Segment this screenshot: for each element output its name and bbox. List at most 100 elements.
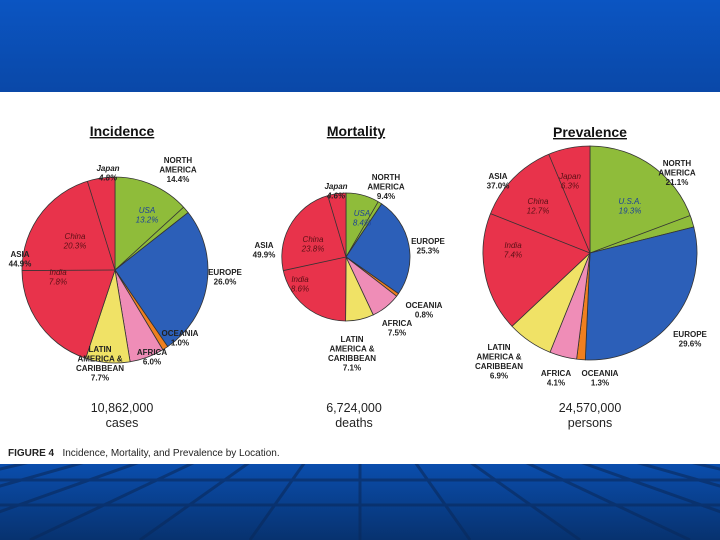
china-divider [490, 213, 591, 254]
chart-title: Mortality [327, 123, 386, 139]
label-line: AMERICA & [476, 353, 521, 362]
label-jp: Japan 6.3% [558, 172, 581, 191]
label-line: LATIN [341, 335, 364, 344]
label-line: AMERICA [658, 169, 696, 178]
label-line: 8.4% [353, 219, 371, 228]
floor-line [0, 460, 141, 514]
label-line: OCEANIA [406, 301, 443, 310]
label-line: 14.4% [167, 175, 190, 184]
chart-title: Incidence [90, 123, 155, 139]
label-line: 44.9% [9, 260, 32, 269]
label-la: LATIN AMERICA & CARIBBEAN 7.1% [328, 335, 376, 373]
label-af: AFRICA 4.1% [541, 369, 571, 388]
label-line: LATIN [89, 345, 112, 354]
label-line: CARIBBEAN [475, 362, 523, 371]
label-line: NORTH [663, 159, 692, 168]
label-cn: China 20.3% [63, 232, 87, 251]
floor-line [413, 461, 472, 540]
total-value: 6,724,000 [326, 401, 382, 415]
label-us: USA 8.4% [353, 209, 371, 228]
label-oc: OCEANIA 0.8% [406, 301, 443, 320]
japan-divider [548, 154, 591, 254]
floor-line [29, 460, 196, 540]
figure-caption: FIGURE 4 Incidence, Mortality, and Preva… [8, 448, 280, 459]
pie-slice-north-america [589, 145, 695, 254]
floor-line [0, 460, 86, 488]
label-jp: Japan 4.8% [96, 164, 119, 183]
pie-slice-europe [114, 211, 209, 348]
china-divider [21, 269, 116, 271]
usa-divider [114, 206, 184, 271]
label-in: India 7.4% [504, 241, 522, 260]
label-line: 12.7% [527, 207, 550, 216]
japan-divider [86, 181, 116, 271]
china-divider [283, 256, 347, 271]
label-eu: EUROPE 29.6% [673, 330, 707, 349]
floor-line [579, 460, 720, 514]
floor-line [634, 460, 720, 488]
label-eu: EUROPE 25.3% [411, 237, 445, 256]
label-line: 13.2% [136, 216, 159, 225]
label-as: ASIA 44.9% [9, 250, 32, 269]
label-line: 21.1% [666, 178, 689, 187]
label-line: EUROPE [411, 237, 445, 246]
label-na: NORTH AMERICA 21.1% [658, 159, 696, 187]
label-line: 6.9% [490, 372, 508, 381]
label-oc: OCEANIA 1.3% [582, 369, 619, 388]
label-as: ASIA 37.0% [487, 172, 510, 191]
label-line: AMERICA & [77, 355, 122, 364]
label-line: 25.3% [417, 247, 440, 256]
label-line: AFRICA [137, 348, 167, 357]
label-line: OCEANIA [582, 369, 619, 378]
total-unit: persons [568, 416, 612, 430]
label-line: NORTH [372, 173, 401, 182]
label-line: CARIBBEAN [328, 354, 376, 363]
label-line: CARIBBEAN [76, 364, 124, 373]
pie-slice-asia [281, 192, 347, 322]
label-line: 29.6% [679, 340, 702, 349]
mortality-chart: Mortality NORTH AMERICA 9.4% EUROPE 25.3% OCEA… [253, 123, 446, 430]
usa-divider [345, 201, 379, 258]
label-in: India 7.8% [49, 268, 67, 287]
floor-line [139, 460, 251, 540]
label-in: India 8.6% [291, 275, 309, 294]
label-line: 1.0% [171, 339, 189, 348]
label-line: Japan [558, 172, 581, 181]
label-line: Japan [324, 182, 347, 191]
label-us: USA 13.2% [136, 206, 159, 225]
label-na: NORTH AMERICA 14.4% [159, 156, 197, 184]
label-line: 7.8% [49, 278, 67, 287]
label-line: AMERICA & [329, 345, 374, 354]
label-line: 26.0% [214, 278, 237, 287]
pie-slice-europe [345, 203, 411, 295]
label-line: EUROPE [208, 268, 242, 277]
label-la: LATIN AMERICA & CARIBBEAN 6.9% [475, 343, 523, 381]
label-line: 6.3% [561, 182, 579, 191]
label-la: LATIN AMERICA & CARIBBEAN 7.7% [76, 345, 124, 383]
label-line: 4.8% [98, 174, 117, 183]
label-us: U.S.A. 19.3% [618, 197, 641, 216]
japan-divider [327, 195, 347, 258]
label-cn: China 23.8% [301, 235, 325, 254]
label-line: Japan [96, 164, 119, 173]
label-line: ASIA [254, 241, 273, 250]
pie-slice-asia [482, 145, 591, 327]
label-line: AFRICA [382, 319, 412, 328]
total-unit: deaths [335, 416, 373, 430]
chart-title: Prevalence [553, 124, 627, 140]
label-cn: China 12.7% [527, 197, 550, 216]
label-line: 7.7% [91, 374, 109, 383]
label-line: India [291, 275, 309, 284]
label-line: 0.8% [415, 311, 433, 320]
label-line: India [49, 268, 67, 277]
label-line: USA [139, 206, 155, 215]
label-line: 23.8% [301, 245, 325, 254]
figure-caption-text: Incidence, Mortality, and Prevalence by … [62, 448, 280, 459]
usa-divider [589, 215, 691, 254]
label-line: 7.1% [343, 364, 361, 373]
pie-slice-north-america [114, 176, 189, 271]
label-line: EUROPE [673, 330, 707, 339]
prevalence-chart: Prevalence NORTH AMERICA 21.1% EUROPE 29.6% OC… [475, 124, 708, 430]
pie-slice-europe [584, 226, 698, 361]
